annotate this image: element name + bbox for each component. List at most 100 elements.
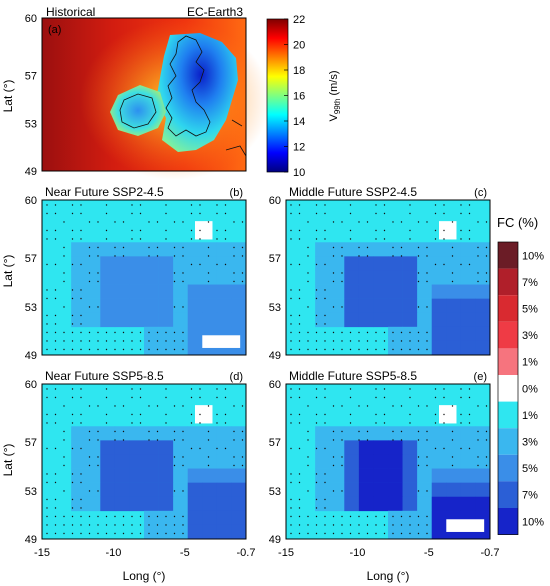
significance-dot (426, 306, 428, 308)
significance-dot (375, 422, 377, 424)
lat-tick-label: 57 (25, 70, 37, 82)
lat-tick-label: 57 (25, 437, 37, 449)
fc-grid-cell (446, 454, 462, 469)
significance-dot (199, 238, 201, 240)
fc-zero-cell (439, 221, 457, 240)
significance-dot (400, 524, 403, 526)
significance-dot (417, 490, 420, 492)
fc-grid-cell (475, 426, 491, 441)
fc-grid-cell (460, 340, 476, 356)
fc-grid-cell (144, 524, 159, 540)
fc-grid-cell (388, 340, 403, 356)
significance-dot (315, 515, 318, 518)
significance-dot (324, 229, 326, 232)
significance-dot (332, 456, 335, 458)
significance-dot (460, 413, 462, 416)
significance-dot (298, 323, 301, 325)
significance-dot (324, 515, 326, 518)
fc-grid-cell (202, 454, 218, 469)
fc-grid-cell (446, 312, 462, 328)
significance-dot (426, 340, 428, 342)
historical-colorbar-ticks: 22 20 18 16 14 12 10 (284, 14, 305, 179)
lat-tick-label: 57 (25, 253, 37, 265)
significance-dot (216, 422, 218, 424)
significance-dot (400, 255, 403, 257)
significance-dot (156, 524, 159, 526)
significance-dot (182, 532, 184, 535)
significance-dot (349, 515, 352, 518)
significance-dot (63, 272, 65, 274)
significance-dot (54, 323, 57, 325)
fc-grid-cell (85, 468, 101, 483)
significance-dot (485, 280, 488, 283)
significance-dot (46, 515, 48, 518)
significance-dot (54, 204, 57, 206)
significance-dot (224, 413, 227, 416)
fc-grid-cell (158, 256, 174, 271)
significance-dot (216, 388, 218, 390)
significance-dot (46, 396, 48, 399)
significance-dot (165, 229, 167, 232)
significance-dot (417, 255, 420, 257)
fc-grid-cell (373, 440, 389, 455)
significance-dot (131, 229, 133, 232)
significance-dot (426, 348, 428, 351)
significance-dot (349, 532, 352, 535)
significance-dot (173, 464, 176, 467)
colorbar-label-sub: 99th (333, 99, 342, 115)
significance-dot (105, 524, 108, 526)
significance-dot (97, 464, 99, 467)
fc-grid-cell (373, 284, 389, 299)
lat-tick-label: 49 (25, 166, 37, 178)
significance-dot (324, 212, 326, 215)
fc-grid-cell (187, 482, 203, 498)
significance-dot (324, 422, 326, 424)
significance-dot (426, 456, 428, 458)
significance-dot (349, 524, 352, 526)
fc-grid-cell (216, 496, 232, 512)
significance-dot (173, 405, 176, 407)
fc-grid-cell (329, 284, 345, 299)
lat-tick-label: 60 (25, 379, 37, 391)
fc-colorbar-label: 1% (522, 410, 538, 422)
fc-grid-cell (475, 326, 491, 342)
fc-colorbar-segment (498, 481, 518, 508)
significance-dot (468, 204, 471, 206)
significance-dot (443, 396, 445, 399)
significance-dot (105, 388, 108, 390)
significance-dot (71, 532, 74, 535)
significance-dot (417, 272, 420, 274)
fc-grid-cell (158, 312, 174, 328)
significance-dot (80, 447, 82, 450)
significance-dot (290, 263, 292, 266)
significance-dot (307, 221, 309, 223)
significance-dot (80, 289, 82, 291)
significance-dot (71, 524, 74, 526)
significance-dot (290, 507, 292, 509)
panel-title: Near Future SSP2-4.5 (45, 185, 164, 199)
significance-dot (485, 405, 488, 407)
fc-grid-cell (402, 340, 418, 356)
significance-dot (298, 515, 301, 518)
significance-dot (88, 280, 91, 283)
significance-dot (315, 229, 318, 232)
significance-dot (375, 515, 377, 518)
panel-letter: (d) (230, 371, 243, 383)
significance-dot (233, 246, 235, 249)
lat-tick-label: 53 (25, 302, 37, 314)
significance-dot (182, 456, 184, 458)
fc-grid-cell (373, 496, 389, 512)
significance-dot (46, 229, 48, 232)
significance-dot (324, 340, 326, 342)
significance-dot (54, 331, 57, 334)
significance-dot (241, 255, 244, 257)
significance-dot (122, 221, 125, 223)
significance-dot (290, 388, 292, 390)
significance-dot (88, 221, 91, 223)
significance-dot (485, 430, 488, 433)
significance-dot (114, 221, 116, 223)
fc-grid-cell (85, 256, 101, 271)
significance-dot (434, 263, 437, 266)
significance-dot (341, 340, 343, 342)
significance-dot (97, 515, 99, 518)
